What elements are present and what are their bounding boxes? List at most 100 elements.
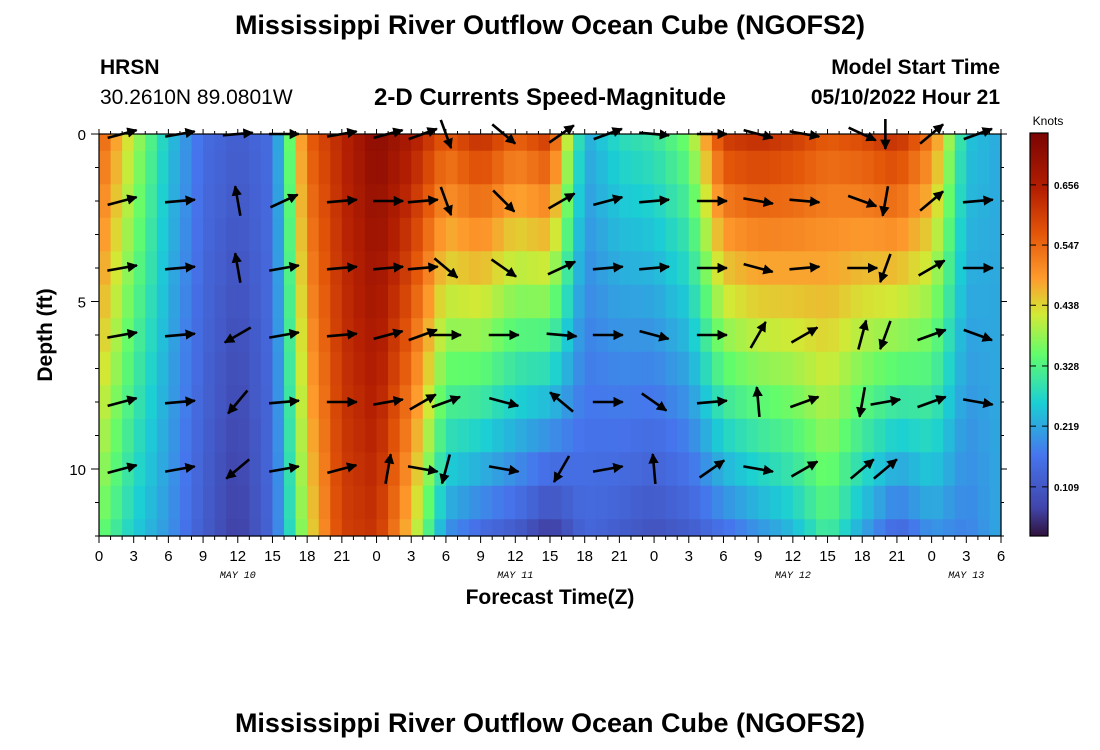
heatmap-cell: [792, 217, 806, 252]
heatmap-cell: [110, 485, 123, 520]
x-tick-label: 18: [576, 548, 593, 565]
heatmap-cell: [688, 134, 701, 152]
heatmap-cell: [122, 284, 135, 319]
heatmap-cell: [307, 519, 320, 537]
heatmap-cell: [723, 385, 736, 420]
heatmap-cell: [711, 134, 725, 152]
y-axis-label: Depth (ft): [34, 288, 57, 381]
colorbar-ticks: 0.109 0.219 0.328 0.438 0.547 0.656: [1030, 181, 1079, 494]
heatmap-cell: [688, 184, 701, 219]
heatmap-cell: [966, 351, 979, 386]
heatmap-cell: [654, 150, 667, 185]
heatmap-cell: [457, 485, 470, 520]
current-vector: [408, 328, 438, 342]
y-tick-label: 5: [78, 295, 86, 312]
current-vector: [439, 454, 452, 485]
heatmap-cell: [654, 217, 667, 252]
heatmap-cell: [642, 519, 655, 537]
heatmap-cell: [226, 150, 239, 185]
heatmap-cell: [931, 418, 944, 453]
heatmap-cell: [515, 318, 528, 353]
heatmap-cell: [584, 251, 597, 286]
y-tick-label: 10: [69, 462, 86, 479]
heatmap-cell: [769, 452, 782, 487]
heatmap-cell: [850, 217, 863, 252]
heatmap-cell: [411, 385, 424, 420]
heatmap-cell: [399, 452, 412, 487]
current-vector: [269, 261, 300, 273]
heatmap-cell: [977, 519, 991, 537]
x-tick-label: 3: [685, 548, 693, 565]
heatmap-cell: [943, 318, 956, 353]
heatmap-cell: [307, 184, 320, 219]
heatmap-cell: [364, 351, 378, 386]
heatmap-cell: [839, 385, 852, 420]
heatmap-cell: [122, 150, 135, 185]
heatmap-cell: [260, 351, 274, 386]
heatmap-cell: [630, 452, 644, 487]
heatmap-cell: [168, 284, 181, 319]
heatmap-cell: [977, 485, 991, 520]
heatmap-cell: [226, 134, 239, 152]
heatmap-cell: [168, 134, 181, 152]
heatmap-cell: [434, 418, 447, 453]
heatmap-cell: [480, 217, 493, 252]
heatmap-cell: [896, 284, 910, 319]
heatmap-cell: [538, 184, 551, 219]
heatmap-cell: [203, 134, 216, 152]
heatmap-cell: [815, 485, 829, 520]
heatmap-cell: [619, 150, 632, 185]
heatmap-cell: [619, 217, 632, 252]
heatmap-cell: [214, 385, 227, 420]
heatmap-cell: [422, 418, 435, 453]
heatmap-cell: [260, 385, 274, 420]
heatmap-cell: [469, 452, 482, 487]
heatmap-cell: [885, 284, 898, 319]
heatmap-cell: [758, 418, 771, 453]
heatmap-cell: [792, 418, 806, 453]
heatmap-cell: [839, 284, 852, 319]
heatmap-cell: [226, 351, 239, 386]
heatmap-cell: [515, 251, 528, 286]
heatmap-cell: [469, 318, 482, 353]
heatmap-cell: [179, 134, 193, 152]
heatmap-cell: [272, 217, 285, 252]
heatmap-cell: [908, 150, 921, 185]
heatmap-cell: [260, 284, 274, 319]
current-vector: [373, 262, 405, 273]
heatmap-cell: [237, 385, 250, 420]
heatmap-cell: [457, 351, 470, 386]
heatmap-cell: [214, 418, 227, 453]
heatmap-cell: [492, 134, 505, 152]
heatmap-cell: [711, 418, 725, 453]
heatmap-cell: [364, 385, 378, 420]
heatmap-cell: [943, 184, 956, 219]
heatmap-cell: [538, 318, 551, 353]
heatmap-cell: [515, 150, 528, 185]
heatmap-cell: [249, 485, 262, 520]
heatmap-cell: [561, 519, 574, 537]
heatmap-cell: [700, 284, 713, 319]
heatmap-cell: [619, 418, 632, 453]
heatmap-cell: [642, 318, 655, 353]
heatmap-cell: [561, 485, 574, 520]
heatmap-cell: [596, 150, 609, 185]
heatmap-cell: [480, 452, 493, 487]
heatmap-cell: [677, 318, 690, 353]
heatmap-cell: [943, 519, 956, 537]
heatmap-cell: [237, 519, 250, 537]
heatmap-cell: [445, 184, 459, 219]
heatmap-cell: [630, 418, 644, 453]
heatmap-cell: [665, 134, 678, 152]
heatmap-cell: [966, 284, 979, 319]
current-vector: [879, 186, 890, 217]
heatmap-cell: [249, 134, 262, 152]
heatmap-cell: [191, 385, 204, 420]
heatmap-cell: [110, 284, 123, 319]
heatmap-cell: [492, 485, 505, 520]
heatmap-cell: [607, 418, 620, 453]
heatmap-cell: [688, 351, 701, 386]
heatmap-cell: [723, 217, 736, 252]
heatmap-cell: [827, 519, 840, 537]
heatmap-cell: [503, 519, 516, 537]
